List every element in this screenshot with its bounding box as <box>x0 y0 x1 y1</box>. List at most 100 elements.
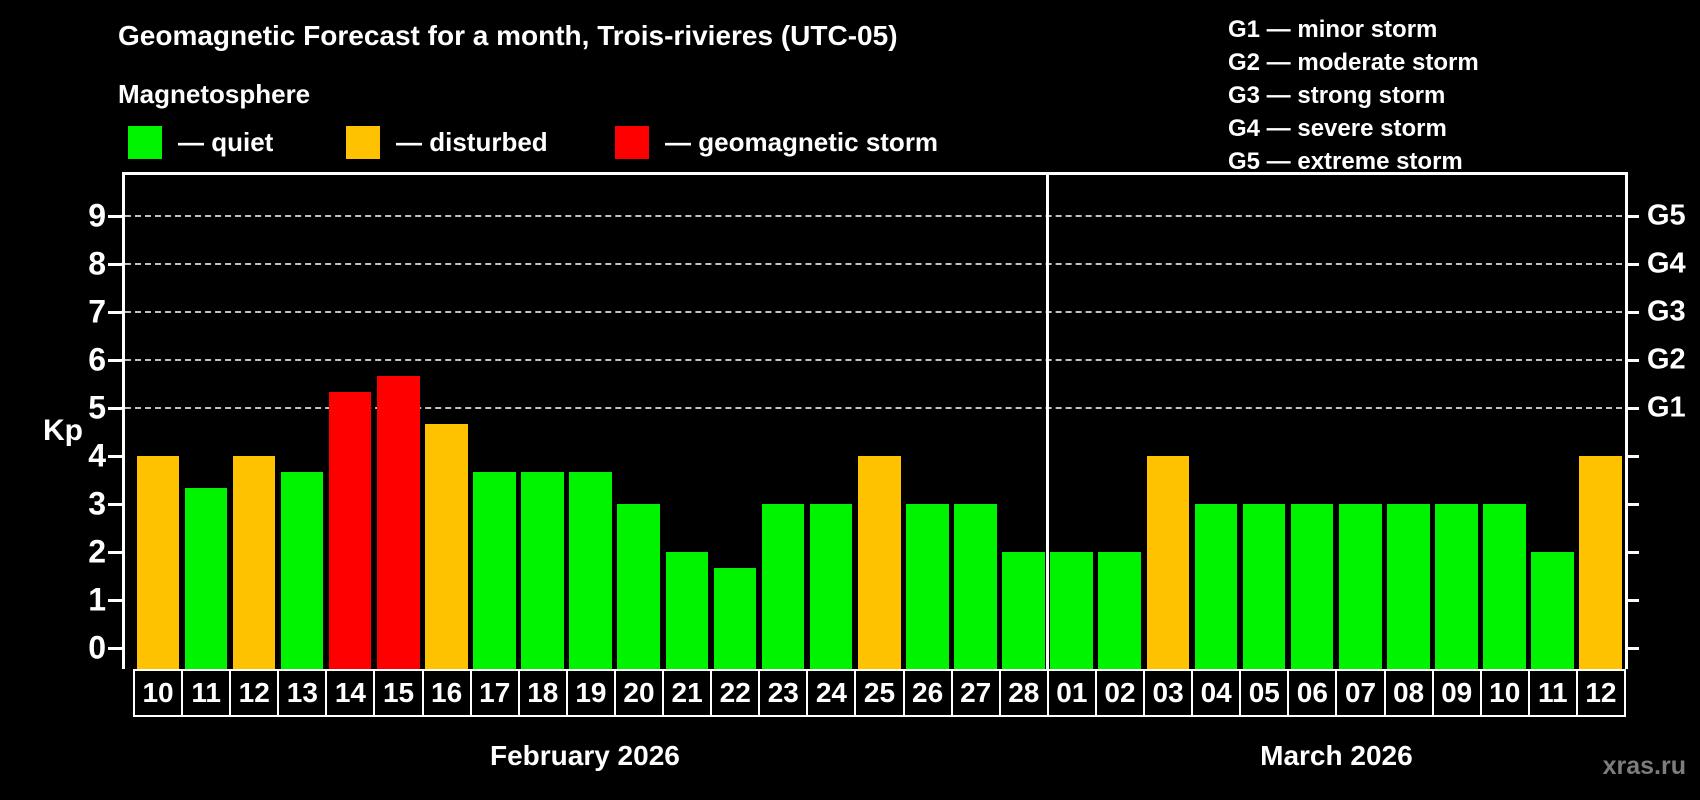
kp-bar-february-10 <box>136 456 180 669</box>
y-tick-label-3: 3 <box>88 485 106 522</box>
month-label-march: March 2026 <box>1260 740 1413 771</box>
date-cell: 26 <box>902 669 953 717</box>
date-cell: 10 <box>133 669 184 717</box>
right-tick-9 <box>1625 215 1639 218</box>
date-cell: 19 <box>565 669 616 717</box>
gridline-kp6 <box>125 359 1622 361</box>
kp-bar-march-04 <box>1194 504 1238 669</box>
kp-bar-february-24 <box>809 504 853 669</box>
date-cell: 08 <box>1383 669 1434 717</box>
left-tick-4 <box>108 455 122 458</box>
kp-bar-february-15 <box>376 375 420 669</box>
gridline-kp8 <box>125 263 1622 265</box>
left-tick-9 <box>108 215 122 218</box>
y-tick-label-9: 9 <box>88 197 106 234</box>
date-cell: 11 <box>181 669 232 717</box>
date-cell: 03 <box>1143 669 1194 717</box>
kp-bar-february-22 <box>713 567 757 669</box>
y-tick-label-7: 7 <box>88 293 106 330</box>
right-tick-4 <box>1625 455 1639 458</box>
kp-bar-march-12 <box>1579 456 1622 669</box>
right-axis-label-g3: G3 <box>1647 295 1686 328</box>
kp-bar-march-02 <box>1098 552 1142 669</box>
watermark: xras.ru <box>1602 752 1686 780</box>
date-cell: 01 <box>1046 669 1097 717</box>
legend-label-quiet: — quiet <box>178 127 274 157</box>
date-cell: 05 <box>1239 669 1290 717</box>
date-cell: 15 <box>373 669 424 717</box>
kp-bar-february-11 <box>184 488 228 669</box>
kp-bar-february-23 <box>761 504 805 669</box>
storm-scale-line-g3: G3 — strong storm <box>1228 82 1446 109</box>
legend-swatch-storm <box>615 126 649 159</box>
date-cell: 22 <box>710 669 761 717</box>
left-tick-0 <box>108 647 122 650</box>
gridline-kp9 <box>125 215 1622 217</box>
left-tick-5 <box>108 407 122 410</box>
date-cell: 17 <box>469 669 520 717</box>
month-label-february: February 2026 <box>489 740 680 771</box>
date-cell: 16 <box>421 669 472 717</box>
kp-bar-march-01 <box>1050 552 1093 669</box>
right-tick-0 <box>1625 647 1639 650</box>
y-tick-label-2: 2 <box>88 533 106 570</box>
date-cell: 04 <box>1191 669 1242 717</box>
kp-bar-february-19 <box>569 471 612 669</box>
kp-bar-february-12 <box>232 456 276 669</box>
kp-bar-march-11 <box>1531 552 1574 669</box>
storm-scale-line-g5: G5 — extreme storm <box>1228 148 1463 175</box>
legend-label-disturbed: — disturbed <box>396 127 548 157</box>
gridline-kp7 <box>125 311 1622 313</box>
y-tick-label-5: 5 <box>88 389 106 426</box>
right-tick-5 <box>1625 407 1639 410</box>
legend-item-storm: — geomagnetic storm <box>615 126 938 159</box>
right-axis-label-g5: G5 <box>1647 199 1686 232</box>
date-cell: 12 <box>1575 669 1626 717</box>
date-cell: 02 <box>1094 669 1146 717</box>
left-tick-8 <box>108 263 122 266</box>
kp-bar-february-28 <box>1002 552 1045 669</box>
legend-swatch-disturbed <box>346 126 380 159</box>
plot-border-left <box>122 172 125 669</box>
y-tick-label-6: 6 <box>88 341 106 378</box>
right-axis-label-g4: G4 <box>1647 247 1686 280</box>
plot-border-right <box>1625 172 1628 669</box>
date-cell: 20 <box>613 669 665 717</box>
right-tick-6 <box>1625 359 1639 362</box>
month-divider <box>1046 172 1050 669</box>
date-cell: 23 <box>758 669 809 717</box>
date-cell: 06 <box>1287 669 1338 717</box>
right-tick-7 <box>1625 311 1639 314</box>
date-cell: 11 <box>1527 669 1578 717</box>
storm-scale-line-g4: G4 — severe storm <box>1228 115 1447 142</box>
kp-bar-february-26 <box>906 504 949 669</box>
kp-bar-march-09 <box>1435 504 1478 669</box>
storm-scale-line-g2: G2 — moderate storm <box>1228 49 1479 76</box>
right-axis-label-g1: G1 <box>1647 391 1686 424</box>
kp-bar-march-06 <box>1290 504 1334 669</box>
left-tick-2 <box>108 551 122 554</box>
right-tick-2 <box>1625 551 1639 554</box>
kp-bar-march-08 <box>1387 504 1430 669</box>
gridline-kp5 <box>125 407 1622 409</box>
date-cell: 24 <box>806 669 857 717</box>
plot-border-top <box>122 172 1628 175</box>
y-tick-label-8: 8 <box>88 245 106 282</box>
legend-label-storm: — geomagnetic storm <box>665 127 939 157</box>
kp-bar-february-14 <box>328 392 372 669</box>
left-tick-6 <box>108 359 122 362</box>
date-cell: 09 <box>1431 669 1482 717</box>
kp-bar-march-05 <box>1242 504 1286 669</box>
y-axis-label: Kp <box>43 414 83 447</box>
kp-bar-march-03 <box>1146 456 1190 669</box>
date-cell: 25 <box>854 669 905 717</box>
date-cell: 14 <box>325 669 376 717</box>
legend-item-disturbed: — disturbed <box>346 126 548 159</box>
right-tick-1 <box>1625 599 1639 602</box>
date-cell: 13 <box>277 669 328 717</box>
date-cell: 10 <box>1479 669 1530 717</box>
date-cell: 18 <box>517 669 568 717</box>
date-cell: 21 <box>662 669 713 717</box>
